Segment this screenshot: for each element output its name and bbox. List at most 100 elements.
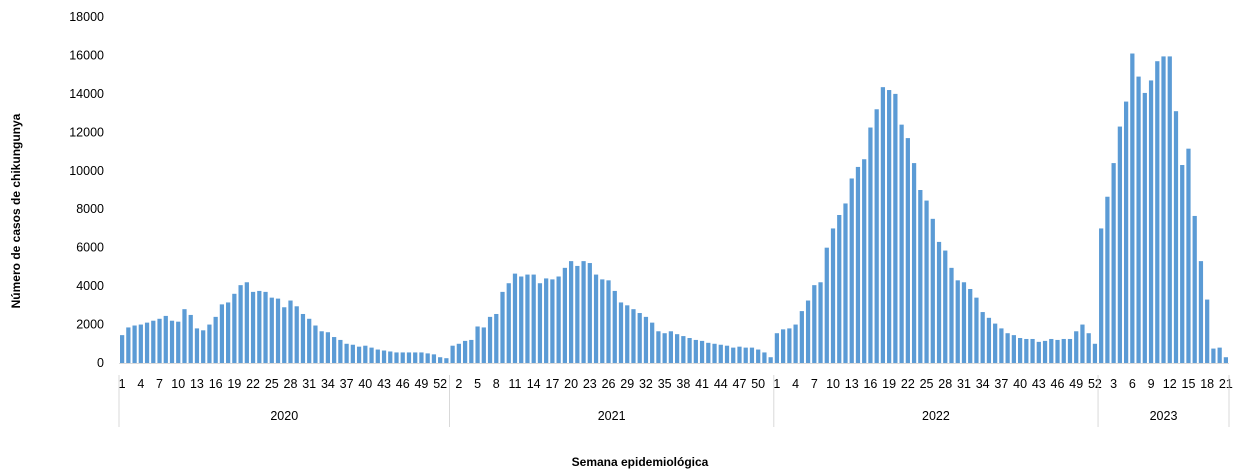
x-tick-label: 22: [901, 377, 915, 391]
bar: [768, 357, 773, 363]
bar: [456, 343, 461, 363]
bar: [756, 349, 761, 363]
bar: [855, 166, 861, 363]
bar: [724, 345, 730, 363]
x-tick-label: 12: [1163, 377, 1177, 391]
x-tick-label: 17: [545, 377, 559, 391]
x-tick-label: 28: [284, 377, 298, 391]
bar: [263, 291, 268, 363]
x-tick-label: 4: [792, 377, 799, 391]
x-tick-label: 10: [171, 377, 185, 391]
bar: [550, 279, 555, 363]
bar: [581, 261, 586, 363]
x-tick-label: 13: [845, 377, 859, 391]
bar: [637, 313, 642, 363]
bar: [868, 127, 873, 363]
bar: [693, 339, 698, 363]
bar: [1161, 56, 1166, 363]
x-tick-label: 20: [564, 377, 578, 391]
bar: [961, 282, 967, 363]
bar: [781, 329, 786, 363]
bar: [936, 241, 942, 363]
bar: [319, 331, 324, 363]
bar: [887, 90, 892, 363]
bar: [288, 300, 293, 363]
x-tick-label: 49: [1069, 377, 1083, 391]
x-tick-label: 25: [265, 377, 279, 391]
bar: [425, 353, 430, 363]
bar: [194, 328, 200, 363]
x-tick-label: 3: [1110, 377, 1117, 391]
x-tick-label: 14: [527, 377, 541, 391]
x-tick-label: 40: [1013, 377, 1027, 391]
bar: [257, 290, 262, 363]
bar: [980, 312, 985, 363]
bar: [475, 326, 480, 363]
year-label: 2020: [270, 409, 298, 423]
bar: [1017, 338, 1023, 363]
bar: [805, 300, 811, 363]
bar: [999, 328, 1004, 363]
x-tick-label: 32: [639, 377, 653, 391]
bar: [706, 342, 711, 363]
bar: [469, 339, 474, 363]
bar: [487, 316, 493, 363]
bar: [718, 344, 723, 363]
x-tick-label: 22: [246, 377, 260, 391]
bar: [874, 109, 879, 364]
bar: [687, 338, 692, 363]
bar: [949, 267, 954, 363]
bar: [662, 333, 667, 363]
bar: [1036, 341, 1041, 363]
bar: [862, 159, 867, 363]
bar: [419, 352, 424, 363]
bar: [600, 279, 605, 363]
bar: [219, 304, 225, 363]
bar: [1105, 196, 1110, 363]
bar: [332, 337, 337, 363]
x-tick-label: 4: [137, 377, 144, 391]
bar: [369, 347, 374, 363]
bar: [849, 178, 854, 363]
bar: [519, 276, 524, 363]
y-tick-label: 18000: [69, 10, 104, 24]
bar: [300, 313, 306, 363]
bar: [400, 352, 405, 363]
bar: [1011, 335, 1016, 363]
bar: [132, 325, 137, 363]
x-tick-label: 52: [433, 377, 447, 391]
bar: [1074, 331, 1079, 363]
bar: [911, 163, 917, 363]
bar: [163, 315, 168, 363]
bar: [462, 340, 468, 363]
bar: [1205, 299, 1210, 363]
x-tick-label: 38: [676, 377, 690, 391]
x-tick-label: 18: [1200, 377, 1214, 391]
x-tick-label: 9: [1148, 377, 1155, 391]
x-tick-label: 7: [811, 377, 818, 391]
x-tick-label: 31: [957, 377, 971, 391]
bar: [650, 322, 655, 363]
x-tick-label: 40: [358, 377, 372, 391]
bar: [793, 324, 798, 363]
bar: [812, 285, 817, 363]
bar: [1086, 333, 1091, 363]
bar: [1099, 228, 1104, 363]
y-tick-label: 12000: [69, 125, 104, 139]
bar: [325, 332, 331, 363]
bar: [450, 345, 455, 363]
bar: [494, 313, 499, 363]
bar: [375, 349, 380, 363]
x-tick-label: 10: [826, 377, 840, 391]
x-tick-label: 19: [227, 377, 241, 391]
bar: [612, 290, 617, 363]
bar: [169, 320, 175, 363]
bar: [275, 298, 281, 363]
x-tick-label: 13: [190, 377, 204, 391]
x-tick-label: 16: [209, 377, 223, 391]
x-tick-label: 31: [302, 377, 316, 391]
bar: [544, 278, 549, 363]
x-tick-label: 15: [1182, 377, 1196, 391]
bar: [1198, 261, 1204, 363]
y-tick-label: 0: [97, 356, 104, 370]
